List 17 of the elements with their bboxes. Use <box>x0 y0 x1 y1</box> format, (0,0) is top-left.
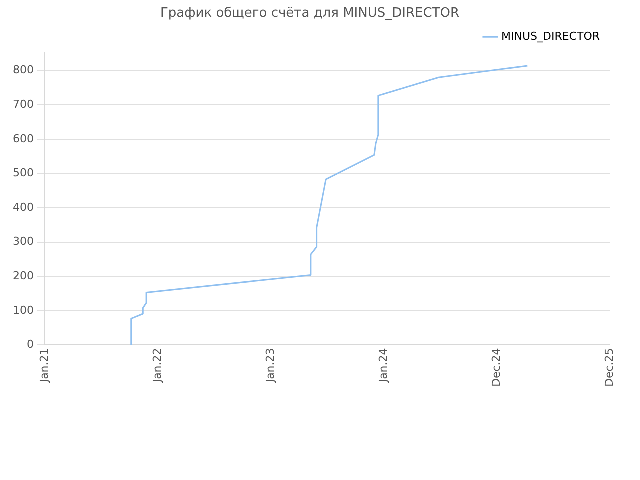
x-tick-label: Dec.25 <box>602 348 616 387</box>
y-tick-label: 100 <box>12 304 34 317</box>
y-tick-label: 400 <box>12 200 34 214</box>
x-tick-label: Jan.23 <box>264 348 277 384</box>
x-tick-label: Jan.22 <box>150 348 164 384</box>
y-tick-label: 300 <box>12 235 34 248</box>
chart-title: График общего счёта для MINUS_DIRECTOR <box>160 6 460 22</box>
y-tick-label: 200 <box>12 269 34 282</box>
legend-label: MINUS_DIRECTOR <box>501 30 600 43</box>
x-tick-label: Dec.24 <box>490 348 503 387</box>
y-tick-label: 800 <box>12 64 34 77</box>
y-tick-label: 500 <box>12 166 34 180</box>
y-tick-label: 600 <box>12 132 34 146</box>
y-tick-label: 0 <box>26 338 34 352</box>
x-tick-label: Jan.21 <box>38 348 51 384</box>
y-tick-label: 700 <box>12 98 34 111</box>
x-tick-label: Jan.24 <box>376 348 390 384</box>
